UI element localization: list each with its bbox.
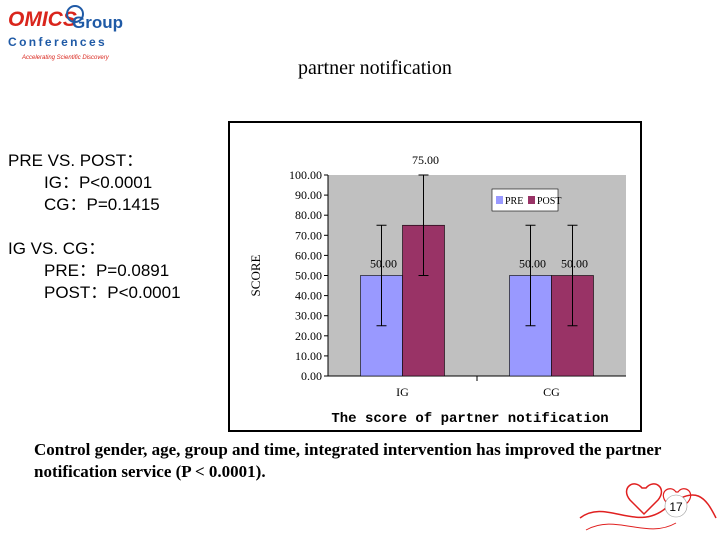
slide-title: partner notification — [298, 57, 452, 79]
y-tick-label: 20.00 — [295, 329, 322, 343]
legend-swatch — [496, 196, 503, 204]
legend-box — [491, 188, 559, 212]
stats-heading-pre-post: PRE VS. POST： — [8, 151, 144, 170]
data-label: 50.00 — [370, 257, 397, 271]
y-tick-label: 90.00 — [295, 188, 322, 202]
x-tick-label: IG — [396, 385, 409, 399]
x-axis-title: The score of partner notification — [331, 411, 608, 427]
logo-group-text: Group — [72, 13, 123, 32]
statistics-list: PRE VS. POST： IG：P<0.0001 CG：P=0.1415 IG… — [8, 150, 223, 304]
hearts-decoration — [579, 483, 717, 531]
logo-omics-text: OMICS — [8, 8, 77, 31]
legend-swatch — [528, 196, 535, 204]
chart-canvas: 0.00 10.00 20.00 30.00 40.00 50.00 60.00 70.00 8… — [248, 153, 626, 427]
data-label: 50.00 — [519, 257, 546, 271]
y-tick-label: 10.00 — [295, 349, 322, 363]
data-label: 50.00 — [561, 257, 588, 271]
y-tick-label: 100.00 — [289, 168, 322, 182]
stats-post-pvalue: POST：P<0.0001 — [44, 283, 181, 302]
page-number: 17 — [669, 500, 683, 514]
legend-label: POST — [537, 196, 561, 207]
y-tick-label: 30.00 — [295, 309, 322, 323]
bar-chart: 0.00 10.00 20.00 30.00 40.00 50.00 60.00 70.00 8… — [228, 121, 642, 432]
red-ribbon-line — [579, 494, 717, 519]
omics-group-logo: OMICS Group Conferences Accelerating Sci… — [6, 4, 123, 62]
legend-label: PRE — [505, 196, 523, 207]
y-axis-title: SCORE — [248, 254, 263, 296]
logo-globe-icon — [66, 5, 84, 23]
x-tick-label: CG — [543, 385, 560, 399]
y-tick-label: 50.00 — [295, 269, 322, 283]
y-tick-label: 80.00 — [295, 208, 322, 222]
stats-cg-pvalue: CG：P=0.1415 — [44, 195, 160, 214]
heart-icon — [625, 483, 663, 516]
stats-pre-pvalue: PRE：P=0.0891 — [44, 261, 170, 280]
red-ribbon-line — [585, 522, 677, 531]
y-tick-label: 0.00 — [301, 369, 322, 383]
conclusion-note: Control gender, age, group and time, int… — [34, 440, 662, 481]
y-tick-label: 70.00 — [295, 228, 322, 242]
data-label: 75.00 — [412, 153, 439, 167]
logo-conferences-text: Conferences — [8, 35, 107, 49]
logo-tagline: Accelerating Scientific Discovery — [21, 55, 110, 61]
y-tick-label: 40.00 — [295, 289, 322, 303]
stats-ig-pvalue: IG：P<0.0001 — [44, 173, 153, 192]
y-tick-label: 60.00 — [295, 248, 322, 262]
stats-heading-ig-cg: IG VS. CG： — [8, 239, 106, 258]
page-number-badge — [664, 494, 688, 518]
